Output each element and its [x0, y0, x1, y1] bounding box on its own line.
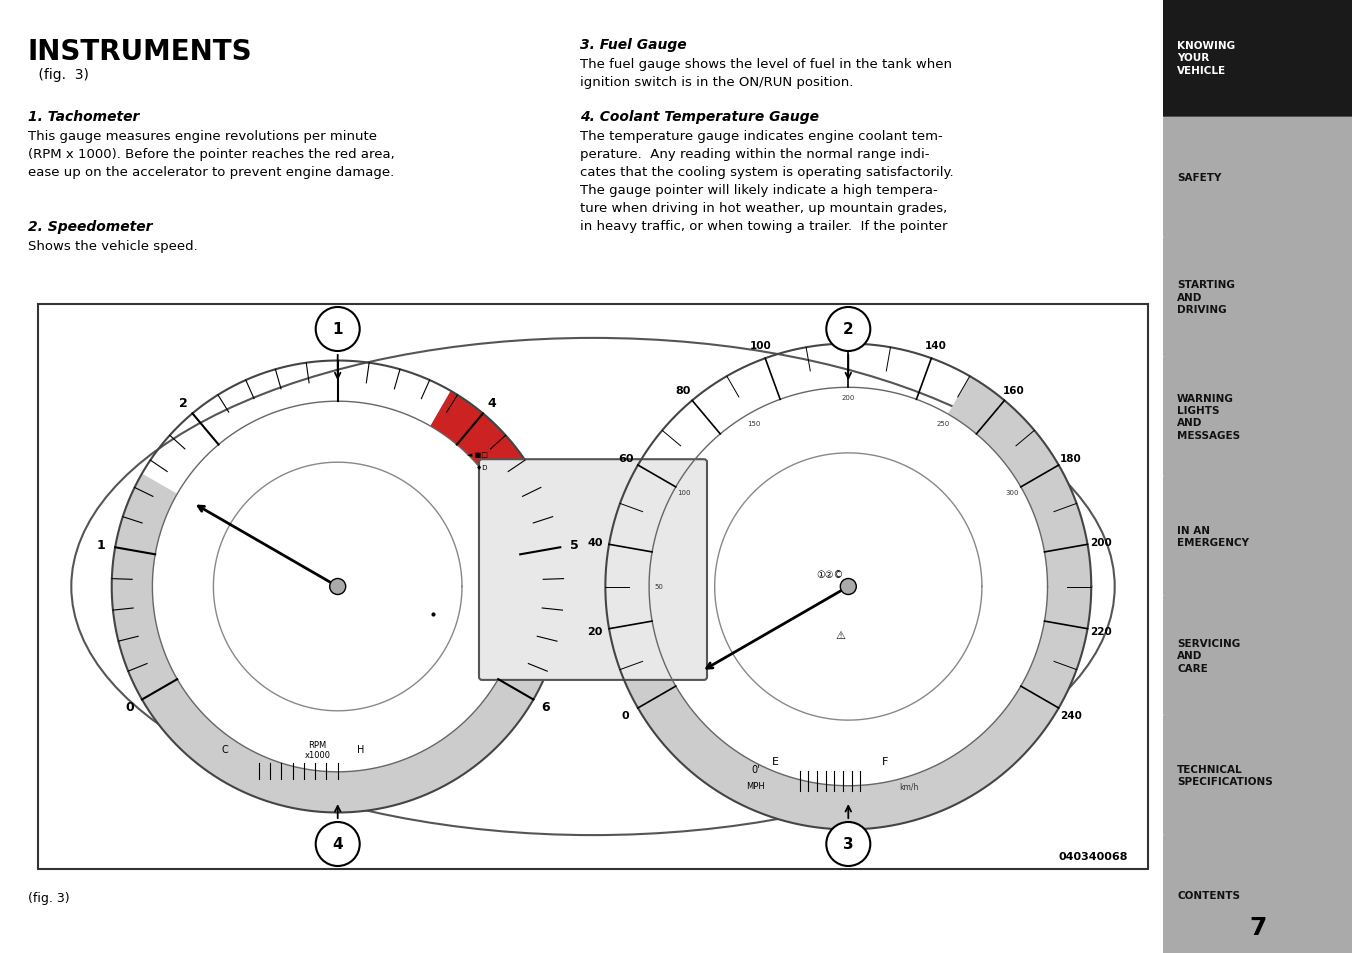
Bar: [38, 305, 1148, 869]
Text: 120: 120: [837, 325, 859, 335]
Text: CONTENTS: CONTENTS: [1178, 890, 1240, 900]
Circle shape: [330, 578, 346, 595]
Text: 0: 0: [622, 710, 630, 720]
Text: 220: 220: [1091, 626, 1113, 637]
Text: (fig. 3): (fig. 3): [28, 891, 69, 904]
Text: km/h: km/h: [899, 781, 919, 790]
Text: 1: 1: [97, 538, 105, 552]
Text: 240: 240: [1060, 710, 1082, 720]
Text: 60: 60: [618, 454, 634, 463]
Text: 5: 5: [569, 538, 579, 552]
Text: 0: 0: [126, 700, 134, 713]
Text: 1: 1: [333, 322, 343, 337]
Text: 100: 100: [677, 490, 691, 496]
Text: 180: 180: [1060, 454, 1082, 463]
Text: 100: 100: [749, 340, 771, 351]
Text: MPH: MPH: [746, 781, 765, 790]
FancyBboxPatch shape: [1163, 356, 1352, 477]
Text: F: F: [882, 757, 888, 766]
Text: 150: 150: [748, 420, 760, 426]
Text: INSTRUMENTS: INSTRUMENTS: [28, 38, 253, 66]
Text: 0': 0': [752, 764, 760, 774]
Circle shape: [316, 822, 360, 866]
Ellipse shape: [72, 338, 1114, 835]
Circle shape: [826, 822, 871, 866]
Text: RPM
x1000: RPM x1000: [304, 740, 331, 760]
Text: 160: 160: [1003, 385, 1025, 395]
Text: 4. Coolant Temperature Gauge: 4. Coolant Temperature Gauge: [580, 110, 819, 124]
Text: ♦D: ♦D: [466, 465, 488, 471]
Text: C: C: [222, 744, 228, 755]
FancyBboxPatch shape: [479, 459, 707, 680]
Text: 2: 2: [842, 322, 853, 337]
Text: TECHNICAL
SPECIFICATIONS: TECHNICAL SPECIFICATIONS: [1178, 764, 1272, 786]
Text: (fig.  3): (fig. 3): [34, 68, 89, 82]
Text: 2. Speedometer: 2. Speedometer: [28, 220, 153, 233]
Text: STARTING
AND
DRIVING: STARTING AND DRIVING: [1178, 280, 1234, 314]
FancyBboxPatch shape: [1163, 117, 1352, 238]
Text: 200: 200: [841, 395, 854, 401]
Text: WARNING
LIGHTS
AND
MESSAGES: WARNING LIGHTS AND MESSAGES: [1178, 394, 1240, 440]
Text: 80: 80: [676, 385, 691, 395]
Text: 200: 200: [1091, 537, 1113, 547]
Circle shape: [826, 308, 871, 352]
FancyBboxPatch shape: [1163, 237, 1352, 357]
Text: 4: 4: [333, 837, 343, 852]
Text: The temperature gauge indicates engine coolant tem-
perature.  Any reading withi: The temperature gauge indicates engine c…: [580, 130, 953, 233]
Text: KNOWING
YOUR
VEHICLE: KNOWING YOUR VEHICLE: [1178, 41, 1236, 75]
Text: 250: 250: [937, 420, 949, 426]
Wedge shape: [430, 392, 534, 495]
Text: 2: 2: [178, 396, 188, 410]
FancyBboxPatch shape: [1163, 835, 1352, 953]
FancyBboxPatch shape: [1163, 476, 1352, 597]
Text: 20: 20: [588, 626, 603, 637]
Text: 7: 7: [1249, 915, 1267, 939]
Text: 4: 4: [488, 396, 496, 410]
Text: 300: 300: [1006, 490, 1019, 496]
Text: SERVICING
AND
CARE: SERVICING AND CARE: [1178, 639, 1240, 673]
Text: 3: 3: [844, 837, 853, 852]
Text: 3: 3: [334, 340, 342, 354]
FancyBboxPatch shape: [1163, 715, 1352, 836]
Circle shape: [841, 578, 856, 595]
Text: The fuel gauge shows the level of fuel in the tank when
ignition switch is in th: The fuel gauge shows the level of fuel i…: [580, 58, 952, 89]
Text: E: E: [772, 757, 779, 766]
Text: 40: 40: [588, 537, 603, 547]
Circle shape: [316, 308, 360, 352]
FancyBboxPatch shape: [1163, 0, 1352, 118]
Text: This gauge measures engine revolutions per minute
(RPM x 1000). Before the point: This gauge measures engine revolutions p…: [28, 130, 395, 179]
Text: H: H: [357, 744, 364, 755]
Text: 3. Fuel Gauge: 3. Fuel Gauge: [580, 38, 687, 52]
Wedge shape: [606, 376, 1091, 829]
Text: ◄ ■□: ◄ ■□: [466, 452, 488, 457]
Text: ⚠: ⚠: [836, 631, 845, 640]
Text: 1. Tachometer: 1. Tachometer: [28, 110, 139, 124]
Text: 50: 50: [654, 584, 664, 590]
Wedge shape: [112, 392, 564, 813]
Text: ①②©: ①②©: [817, 570, 844, 579]
Text: IN AN
EMERGENCY: IN AN EMERGENCY: [1178, 525, 1249, 547]
Text: 6: 6: [541, 700, 550, 713]
Text: SAFETY: SAFETY: [1178, 172, 1221, 183]
Text: 040340068: 040340068: [1059, 851, 1128, 862]
FancyBboxPatch shape: [1163, 596, 1352, 716]
Text: Shows the vehicle speed.: Shows the vehicle speed.: [28, 240, 197, 253]
Text: 140: 140: [925, 340, 948, 351]
